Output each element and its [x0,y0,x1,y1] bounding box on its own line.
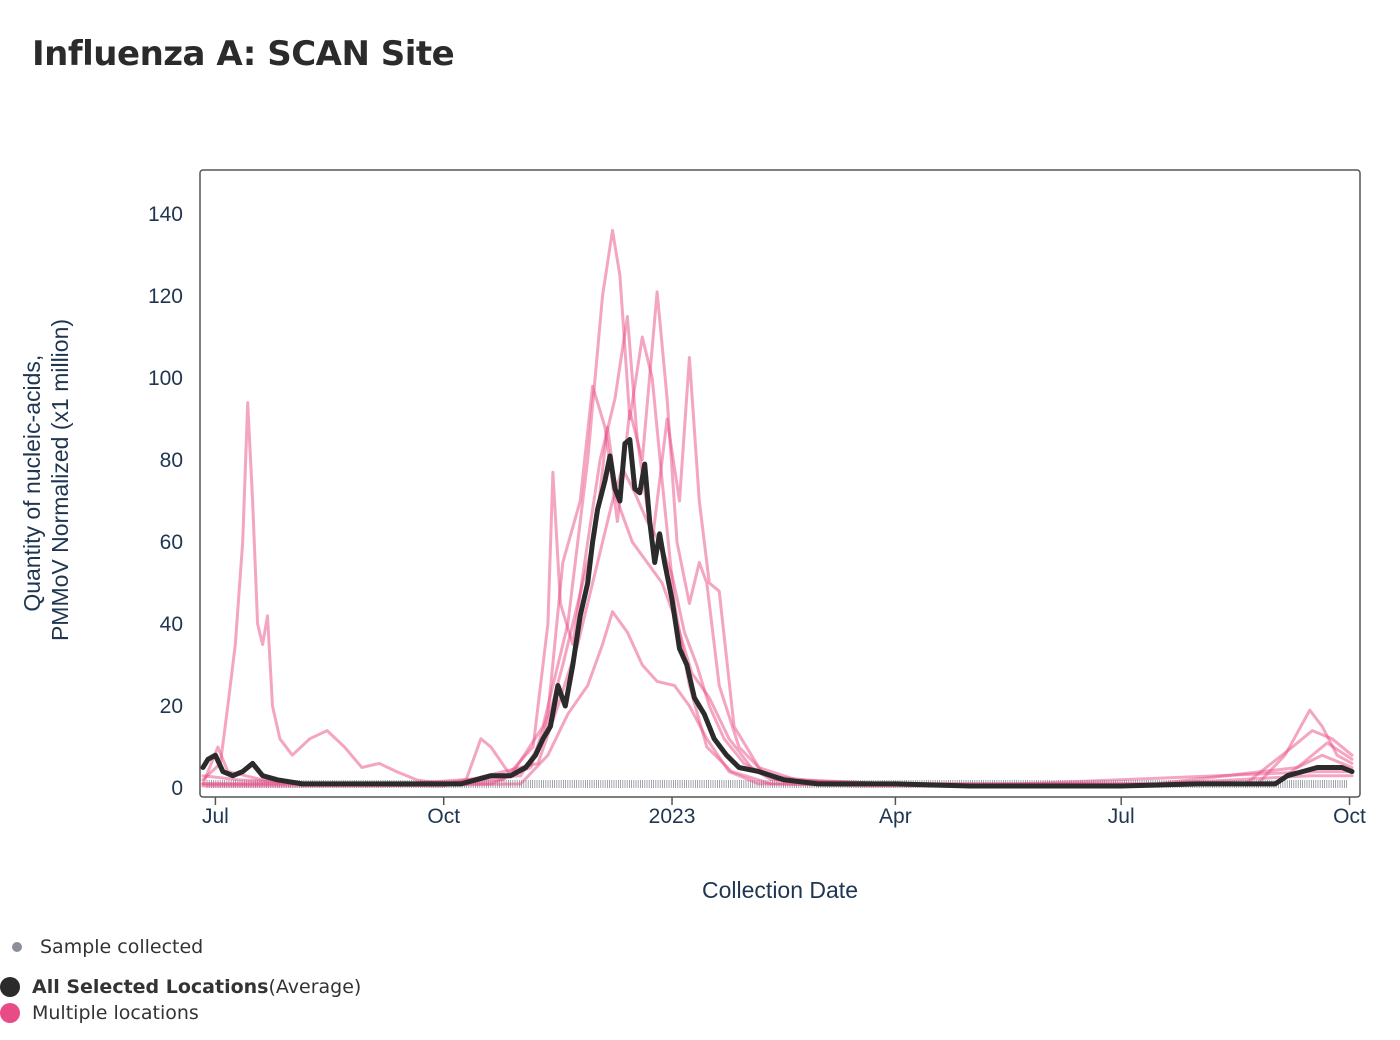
y-axis-title-line2: PMMoV Normalized (x1 million) [47,319,73,641]
series-layer [200,228,1355,789]
legend-average-label: All Selected Locations [32,976,269,998]
y-tick-label: 20 [160,695,183,718]
x-axis-title: Collection Date [702,877,858,903]
legend-sample-label: Sample collected [40,936,204,958]
y-axis-title: Quantity of nucleic-acids, PMMoV Normali… [19,319,73,641]
y-tick-label: 0 [171,777,183,800]
plot-frame [199,169,1361,798]
x-tick-label: 2023 [649,805,696,828]
legend-item-average[interactable]: All Selected Locations (Average) [0,976,361,998]
series-line-average[interactable] [200,437,1355,789]
y-tick-label: 140 [148,203,183,226]
legend-item-locations[interactable]: Multiple locations [0,1002,199,1024]
locations-dot-icon [0,1003,20,1023]
y-axis-title-line1: Quantity of nucleic-acids, [19,355,45,612]
y-tick-label: 120 [148,285,183,308]
legend-item-sample[interactable]: Sample collected [0,936,203,958]
average-dot-icon [0,977,20,997]
page-title: Influenza A: SCAN Site [32,34,455,74]
y-axis: 0 20 40 60 80 100 120 140 [148,203,183,800]
x-tick-label: Oct [427,805,460,828]
y-tick-label: 100 [148,367,183,390]
x-axis: Jul Oct 2023 Apr Jul Oct [202,797,1366,828]
x-tick-label: Jul [1108,805,1135,828]
x-tick-label: Oct [1333,805,1366,828]
legend-locations-label: Multiple locations [32,1002,199,1024]
x-tick-label: Apr [879,805,912,828]
series-line-location[interactable] [201,610,1354,788]
legend-average-suffix: (Average) [268,976,362,998]
y-tick-label: 60 [160,531,183,554]
sample-dot-icon [12,942,22,952]
y-tick-label: 80 [160,449,183,472]
y-tick-label: 40 [160,613,183,636]
chart: 0 20 40 60 80 100 120 140 Jul Oct 2023 Apr Jul Oct C… [19,169,1366,903]
x-tick-label: Jul [202,805,229,828]
